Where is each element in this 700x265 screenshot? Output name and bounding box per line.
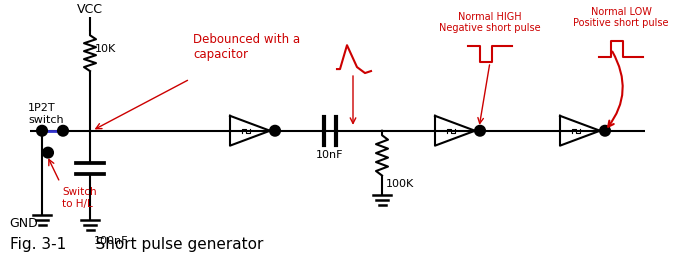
Text: Normal LOW
Positive short pulse: Normal LOW Positive short pulse: [573, 7, 668, 28]
Text: GND: GND: [9, 217, 38, 230]
Circle shape: [270, 126, 280, 136]
Circle shape: [43, 148, 53, 158]
Circle shape: [600, 126, 610, 136]
Circle shape: [37, 126, 47, 136]
Text: 100K: 100K: [386, 179, 414, 189]
Circle shape: [475, 126, 485, 136]
Text: Switch
to H/L: Switch to H/L: [62, 187, 97, 209]
Text: Normal HIGH
Negative short pulse: Normal HIGH Negative short pulse: [439, 12, 541, 33]
Text: 10K: 10K: [95, 44, 116, 54]
Text: 10nF: 10nF: [316, 150, 344, 160]
Circle shape: [58, 126, 68, 136]
Text: Fig. 3-1      Short pulse generator: Fig. 3-1 Short pulse generator: [10, 237, 263, 252]
Text: VCC: VCC: [77, 3, 103, 16]
Text: 100nF: 100nF: [94, 236, 129, 246]
Text: Debounced with a
capacitor: Debounced with a capacitor: [193, 33, 300, 61]
Text: 1P2T
switch: 1P2T switch: [28, 103, 64, 125]
